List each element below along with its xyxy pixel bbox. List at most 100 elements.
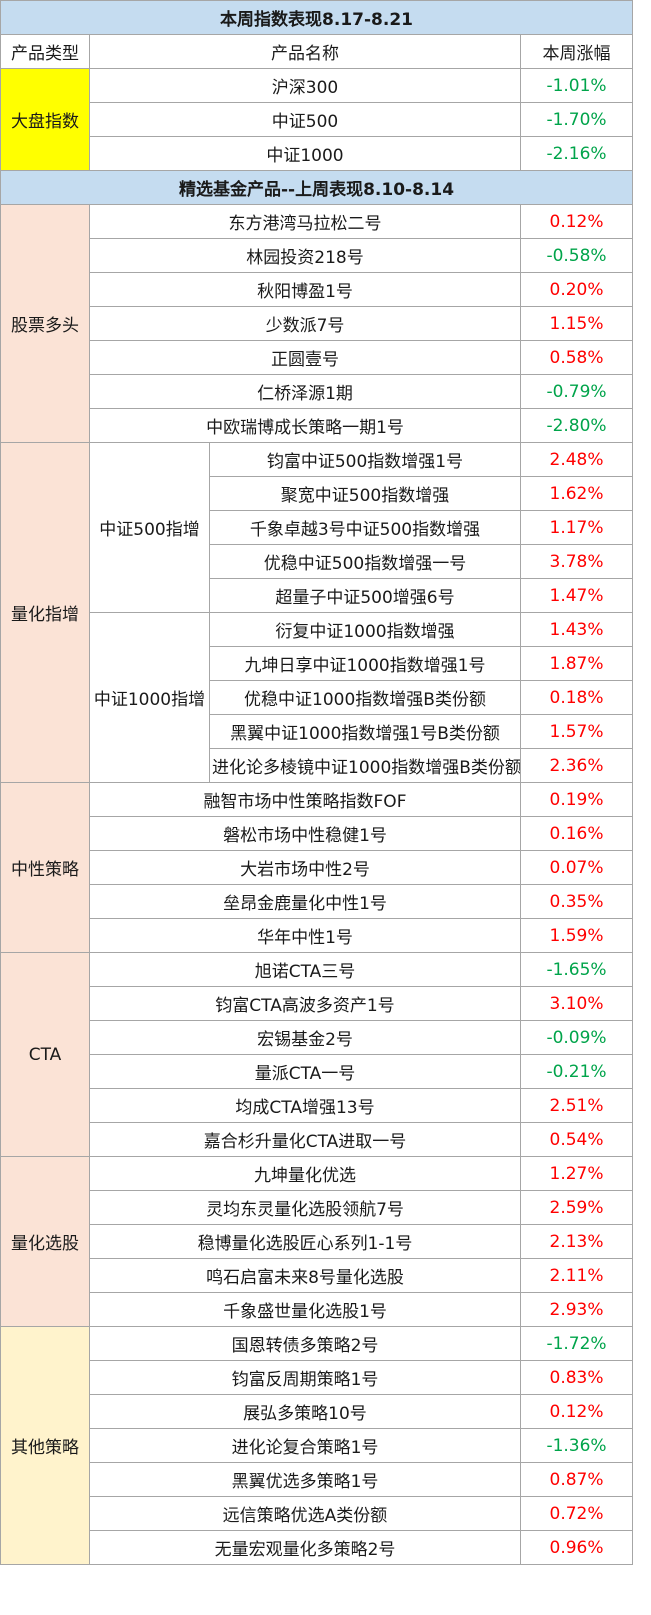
product-name: 量派CTA一号 (89, 1054, 521, 1089)
table-row: 量化选股 九坤量化优选 1.27% (0, 1156, 634, 1327)
table-row: 进化论多棱镜中证1000指数增强B类份额 2.36% (1, 748, 634, 783)
product-name: 优稳中证1000指数增强B类份额 (209, 680, 521, 715)
product-name: 中欧瑞博成长策略一期1号 (89, 408, 521, 443)
table-row: 股票多头 东方港湾马拉松二号 0.12% (0, 204, 634, 443)
product-name: 黑翼中证1000指数增强1号B类份额 (209, 714, 521, 749)
weekly-change: -0.79% (519, 374, 634, 409)
product-name: 垒昂金鹿量化中性1号 (89, 884, 521, 919)
weekly-change: 0.35% (519, 884, 634, 919)
weekly-change: -0.21% (519, 1054, 634, 1089)
table-row: 钧富反周期策略1号 0.83% (1, 1360, 634, 1395)
product-name: 东方港湾马拉松二号 (89, 204, 521, 239)
weekly-change: -1.70% (519, 102, 634, 137)
table-row: 中性策略 融智市场中性策略指数FOF 0.19% (0, 782, 634, 953)
product-name: 旭诺CTA三号 (89, 952, 521, 987)
weekly-change: -1.01% (519, 68, 634, 103)
weekly-change: 1.43% (519, 612, 634, 647)
product-name: 融智市场中性策略指数FOF (89, 782, 521, 817)
table-row: 少数派7号 1.15% (1, 306, 634, 341)
product-name: 钧富CTA高波多资产1号 (89, 986, 521, 1021)
subcategory-label: 中证1000指增 (89, 612, 210, 783)
table-row: 量化指增 中证500指增 钧富中证500指数增强1号 2.48% (0, 442, 634, 783)
product-name: 稳博量化选股匠心系列1-1号 (89, 1224, 521, 1259)
product-name: 少数派7号 (89, 306, 521, 341)
table-row: 本周指数表现8.17-8.21 (0, 0, 634, 35)
table-row: 黑翼中证1000指数增强1号B类份额 1.57% (1, 714, 634, 749)
table-row: 优稳中证1000指数增强B类份额 0.18% (1, 680, 634, 715)
table-row: 优稳中证500指数增强一号 3.78% (1, 544, 634, 579)
table-row: 超量子中证500增强6号 1.47% (1, 578, 634, 613)
weekly-index-title: 本周指数表现8.17-8.21 (0, 0, 634, 35)
weekly-change: 1.87% (519, 646, 634, 681)
table-row: 稳博量化选股匠心系列1-1号 2.13% (1, 1224, 634, 1259)
product-name: 衍复中证1000指数增强 (209, 612, 521, 647)
weekly-change: 1.59% (519, 918, 634, 953)
category-label: 中性策略 (0, 782, 90, 953)
weekly-change: -2.16% (519, 136, 634, 171)
product-name: 九坤量化优选 (89, 1156, 521, 1191)
product-name: 灵均东灵量化选股领航7号 (89, 1190, 521, 1225)
table-row: 正圆壹号 0.58% (1, 340, 634, 375)
weekly-change: 0.12% (519, 204, 634, 239)
table-row: 无量宏观量化多策略2号 0.96% (1, 1530, 634, 1565)
product-name: 嘉合杉升量化CTA进取一号 (89, 1122, 521, 1157)
table-row: 均成CTA增强13号 2.51% (1, 1088, 634, 1123)
table-row: 精选基金产品--上周表现8.10-8.14 (0, 170, 634, 205)
product-name: 千象卓越3号中证500指数增强 (209, 510, 521, 545)
weekly-change: 0.16% (519, 816, 634, 851)
weekly-change: 0.72% (519, 1496, 634, 1531)
weekly-change: 2.36% (519, 748, 634, 783)
table-row: 展弘多策略10号 0.12% (1, 1394, 634, 1429)
product-name: 秋阳博盈1号 (89, 272, 521, 307)
weekly-change: -1.72% (519, 1326, 634, 1361)
weekly-change: -1.36% (519, 1428, 634, 1463)
product-name: 黑翼优选多策略1号 (89, 1462, 521, 1497)
header-product-name: 产品名称 (89, 34, 521, 69)
product-name: 宏锡基金2号 (89, 1020, 521, 1055)
table-row: 中证1000 -2.16% (1, 136, 634, 171)
product-name: 国恩转债多策略2号 (89, 1326, 521, 1361)
table-row: 仁桥泽源1期 -0.79% (1, 374, 634, 409)
table-row: 中欧瑞博成长策略一期1号 -2.80% (1, 408, 634, 443)
weekly-change: 1.15% (519, 306, 634, 341)
table-row: 林园投资218号 -0.58% (1, 238, 634, 273)
table-row: 大盘指数 沪深300 -1.01% (0, 68, 634, 171)
table-row: 秋阳博盈1号 0.20% (1, 272, 634, 307)
weekly-change: 0.96% (519, 1530, 634, 1565)
product-name: 进化论多棱镜中证1000指数增强B类份额 (209, 748, 521, 783)
fund-performance-table: 本周指数表现8.17-8.21 产品类型 产品名称 本周涨幅 大盘指数 沪深300 -1.0… (0, 0, 634, 1565)
subcategory-label: 中证500指增 (89, 442, 210, 613)
weekly-change: -1.65% (519, 952, 634, 987)
weekly-change: -0.09% (519, 1020, 634, 1055)
category-label: 大盘指数 (0, 68, 90, 171)
weekly-change: 0.58% (519, 340, 634, 375)
header-product-type: 产品类型 (0, 34, 90, 69)
product-name: 超量子中证500增强6号 (209, 578, 521, 613)
weekly-change: 1.47% (519, 578, 634, 613)
product-name: 中证500 (89, 102, 521, 137)
table-row: 鸣石启富未来8号量化选股 2.11% (1, 1258, 634, 1293)
weekly-change: 0.12% (519, 1394, 634, 1429)
table-row: 其他策略 国恩转债多策略2号 -1.72% (0, 1326, 634, 1565)
weekly-change: 1.57% (519, 714, 634, 749)
table-row: 宏锡基金2号 -0.09% (1, 1020, 634, 1055)
product-name: 钧富中证500指数增强1号 (209, 442, 521, 477)
product-name: 仁桥泽源1期 (89, 374, 521, 409)
product-name: 沪深300 (89, 68, 521, 103)
table-row: 量派CTA一号 -0.21% (1, 1054, 634, 1089)
product-name: 磐松市场中性稳健1号 (89, 816, 521, 851)
category-label: 量化选股 (0, 1156, 90, 1327)
weekly-change: 0.83% (519, 1360, 634, 1395)
weekly-change: 0.20% (519, 272, 634, 307)
product-name: 无量宏观量化多策略2号 (89, 1530, 521, 1565)
table-row: 大岩市场中性2号 0.07% (1, 850, 634, 885)
table-row: 进化论复合策略1号 -1.36% (1, 1428, 634, 1463)
table-row: 黑翼优选多策略1号 0.87% (1, 1462, 634, 1497)
weekly-change: 0.87% (519, 1462, 634, 1497)
table-row: 垒昂金鹿量化中性1号 0.35% (1, 884, 634, 919)
weekly-change: 2.59% (519, 1190, 634, 1225)
weekly-change: 0.07% (519, 850, 634, 885)
weekly-change: 1.17% (519, 510, 634, 545)
table-row: 九坤日享中证1000指数增强1号 1.87% (1, 646, 634, 681)
header-weekly-change: 本周涨幅 (519, 34, 634, 69)
